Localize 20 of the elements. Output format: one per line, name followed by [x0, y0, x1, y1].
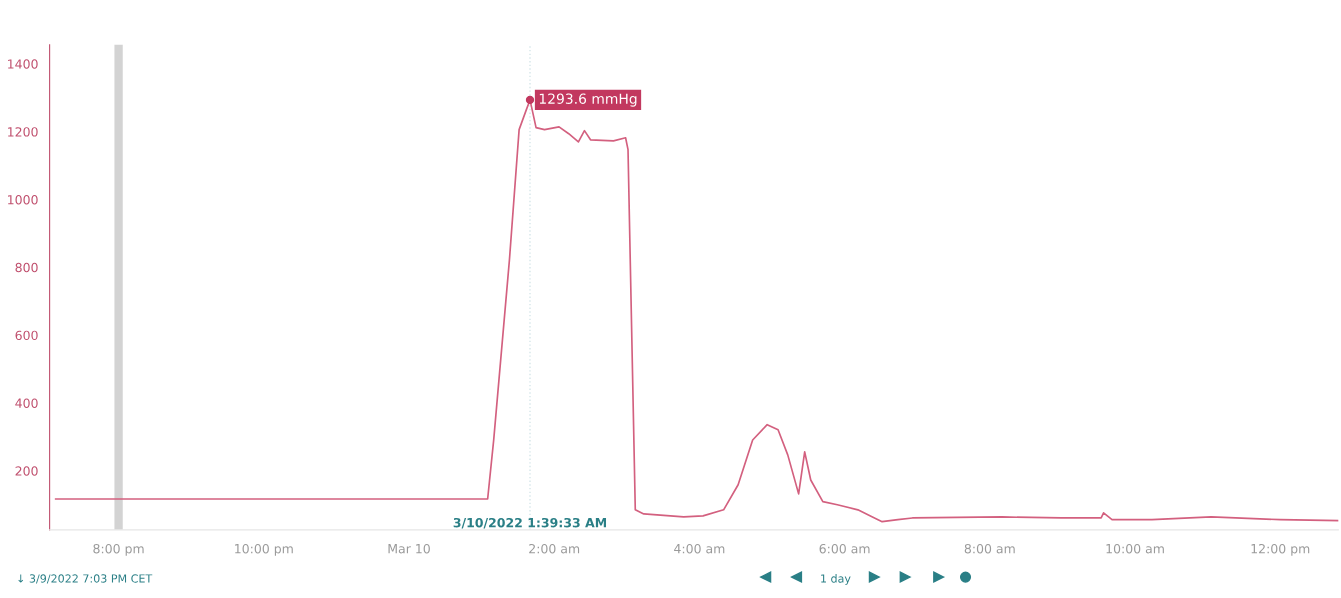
text: ↓ 3/9/2022 7:03 PM CET [18, 574, 153, 584]
x-tick-label: Mar 10 [388, 543, 430, 554]
y-tick-label: 1400 [8, 59, 38, 69]
y-tick-label: 1200 [8, 127, 38, 137]
x-tick-label: 8:00 pm [93, 543, 144, 556]
y-tick-label: 200 [15, 466, 38, 476]
x-tick-label: 10:00 pm [235, 543, 293, 556]
x-tick-label: 12:00 pm [1251, 543, 1310, 556]
annotation: 1293.6 mmHg [539, 93, 637, 107]
x-tick-label: 4:00 am [674, 543, 725, 554]
y-tick-label: 800 [15, 262, 38, 273]
y-tick-label: 400 [15, 398, 38, 408]
text: 1 day [821, 574, 851, 585]
x-tick-label: 10:00 am [1106, 543, 1164, 554]
ref-line-label: 3/10/2022 1:39:33 AM [453, 517, 607, 529]
y-tick-label: 600 [15, 330, 38, 341]
x-tick-label: 6:00 am [819, 543, 870, 554]
y-tick-label: 1000 [8, 194, 38, 205]
x-tick-label: 8:00 am [964, 543, 1015, 554]
x-tick-label: 2:00 am [529, 543, 580, 554]
